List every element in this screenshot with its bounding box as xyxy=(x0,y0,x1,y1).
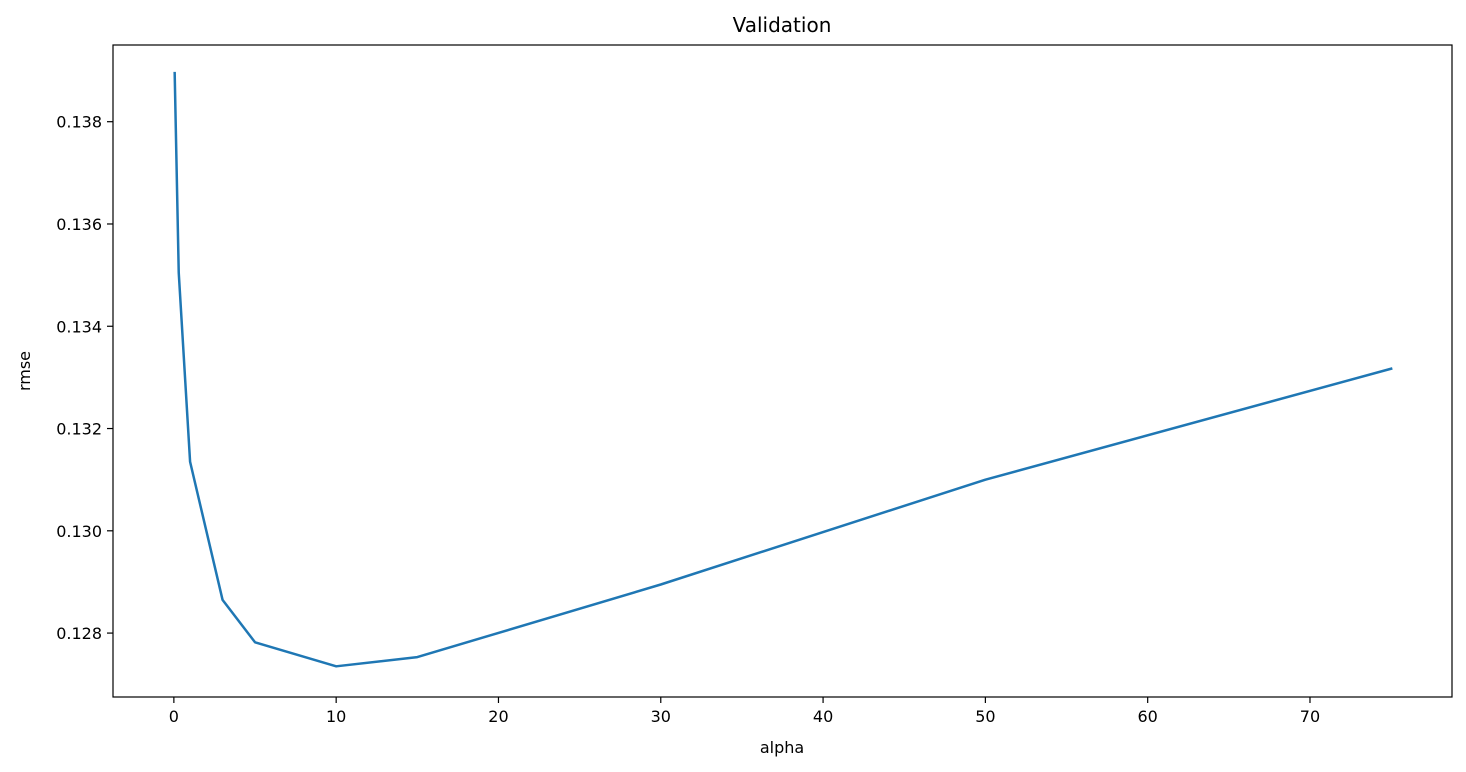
x-tick-label: 70 xyxy=(1300,707,1320,726)
x-tick-label: 60 xyxy=(1138,707,1158,726)
x-tick-label: 50 xyxy=(975,707,995,726)
y-tick-label: 0.136 xyxy=(56,215,102,234)
x-tick-label: 10 xyxy=(326,707,346,726)
x-axis-title: alpha xyxy=(760,738,804,757)
y-tick-label: 0.138 xyxy=(56,113,102,132)
series-line xyxy=(173,71,1393,668)
y-tick-label: 0.128 xyxy=(56,624,102,643)
chart-title: Validation xyxy=(733,13,832,37)
plot-frame xyxy=(112,44,1453,698)
x-tick-label: 30 xyxy=(651,707,671,726)
x-tick-label: 20 xyxy=(488,707,508,726)
y-tick-label: 0.134 xyxy=(56,317,102,336)
y-axis-title: rmse xyxy=(15,351,34,391)
y-axis-ticks: 0.128 0.130 0.132 0.134 0.136 0.138 xyxy=(56,113,113,643)
x-axis-ticks: 0 10 20 30 40 50 60 70 xyxy=(169,697,1320,726)
series-layer xyxy=(173,71,1393,668)
y-tick-label: 0.130 xyxy=(56,522,102,541)
y-tick-label: 0.132 xyxy=(56,420,102,439)
x-tick-label: 40 xyxy=(813,707,833,726)
x-tick-label: 0 xyxy=(169,707,179,726)
